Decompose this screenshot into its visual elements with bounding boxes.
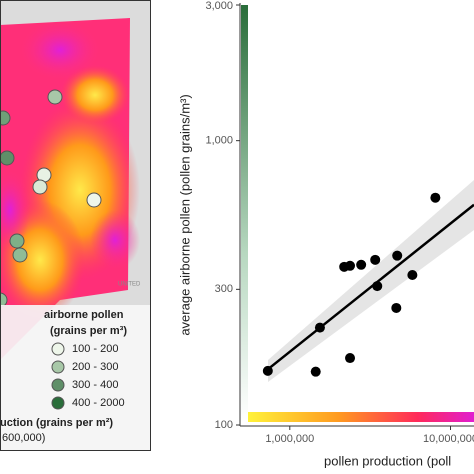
- point: [430, 192, 441, 203]
- point: [310, 366, 321, 377]
- point: [345, 353, 356, 364]
- y-tick-label: 3,000: [205, 0, 233, 12]
- map: UNITED airborne pollen (grains per m³) 1…: [0, 0, 150, 450]
- footer-title: uction (grains per m²): [0, 417, 113, 429]
- y-tick-label: 1,000: [205, 135, 233, 147]
- point: [407, 269, 418, 280]
- x-tick-label: 10,000,000: [423, 433, 474, 445]
- point: [345, 260, 356, 271]
- y-tick-label: 100: [215, 419, 233, 431]
- x-axis-label: pollen production (poll: [324, 453, 451, 468]
- point: [370, 254, 381, 265]
- x-colorbar: [248, 412, 474, 422]
- legend-title: airborne pollen: [44, 309, 124, 321]
- footer-range: 600,000): [2, 432, 45, 444]
- street-label: UNITED: [118, 282, 141, 288]
- point: [314, 322, 325, 333]
- fit-band: [268, 180, 474, 382]
- legend-entry: 200 - 300: [72, 361, 118, 373]
- trend-line: [267, 203, 474, 371]
- map-frame: [0, 0, 151, 451]
- point: [391, 302, 402, 313]
- y-colorbar: [241, 5, 248, 420]
- x-tick-label: 1,000,000: [265, 433, 314, 445]
- y-tick-label: 300: [215, 283, 233, 295]
- point: [392, 250, 403, 261]
- point: [372, 281, 383, 292]
- legend-entry: 400 - 2000: [72, 397, 125, 409]
- y-axis-label: average airborne pollen (pollen grains/m…: [177, 94, 192, 335]
- legend-entry: 300 - 400: [72, 379, 118, 391]
- point: [356, 259, 367, 270]
- legend-entry: 100 - 200: [72, 343, 118, 355]
- legend-unit: (grains per m³): [50, 325, 127, 337]
- point: [262, 365, 273, 376]
